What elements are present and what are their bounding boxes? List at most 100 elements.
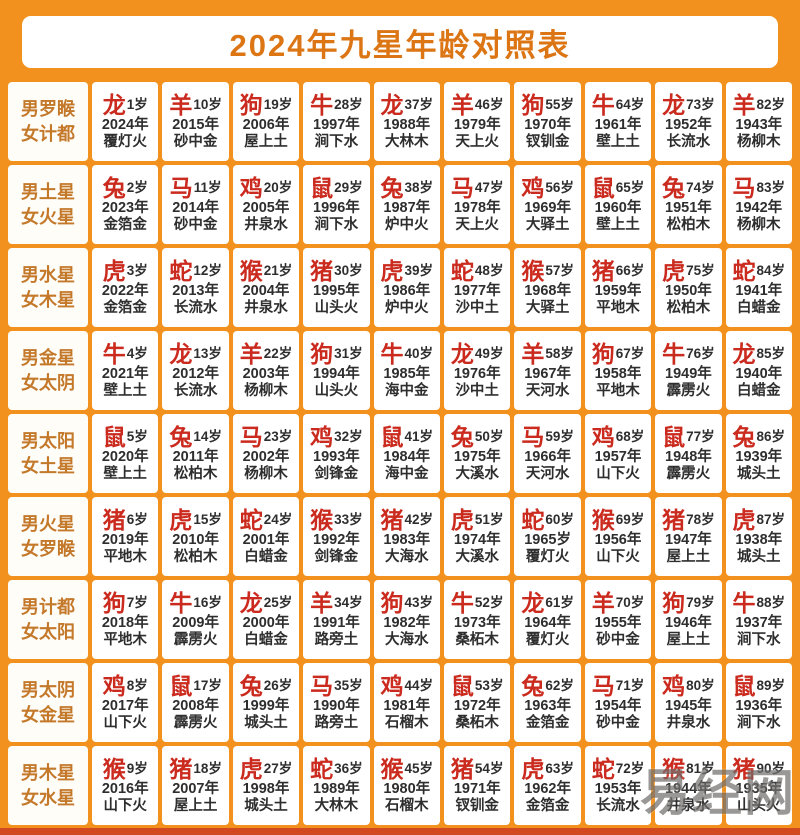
zodiac-animal: 猪 (310, 257, 334, 284)
zodiac-element: 松柏木 (666, 299, 711, 316)
zodiac-animal: 龙 (380, 91, 404, 118)
zodiac-cell-line1: 马 59岁 (521, 424, 574, 448)
zodiac-cell-line1: 猴 69岁 (592, 507, 645, 531)
zodiac-animal: 虎 (239, 755, 263, 782)
zodiac-cell-line1: 兔 2岁 (103, 175, 148, 199)
zodiac-year: 2009年 (172, 614, 219, 631)
zodiac-animal: 猪 (102, 506, 126, 533)
zodiac-cell-line1: 兔 62岁 (521, 673, 574, 697)
row-label-line1: 男计都 (21, 597, 75, 618)
zodiac-cell-line1: 鸡 20岁 (240, 175, 293, 199)
zodiac-animal: 马 (591, 672, 615, 699)
zodiac-element: 砂中金 (596, 714, 640, 731)
zodiac-cell: 狗 79岁 1946年 屋上土 (655, 580, 722, 659)
zodiac-element: 井泉水 (666, 714, 711, 731)
zodiac-cell: 鼠 65岁 1960年 壁上土 (584, 165, 652, 244)
zodiac-year: 1983年 (383, 531, 431, 548)
row-label-line1: 男太阴 (21, 680, 75, 701)
row-label-line1: 男土星 (21, 182, 75, 203)
zodiac-element: 杨柳木 (244, 465, 288, 482)
zodiac-animal: 鸡 (380, 672, 404, 699)
zodiac-element: 海中金 (385, 465, 429, 482)
zodiac-element: 松柏木 (173, 465, 218, 482)
zodiac-year: 1965岁 (524, 531, 571, 548)
zodiac-cell-line1: 牛 28岁 (310, 92, 363, 116)
zodiac-element: 白蜡金 (737, 299, 781, 316)
zodiac-cell: 鼠 53岁 1972年 桑柘木 (444, 663, 511, 742)
zodiac-year: 1969年 (524, 199, 571, 216)
zodiac-age: 16岁 (193, 594, 222, 610)
zodiac-cell: 猴 9岁 2016年 山下火 (92, 746, 159, 825)
zodiac-element: 长流水 (596, 797, 640, 814)
zodiac-cell: 马 71岁 1954年 砂中金 (584, 663, 652, 742)
zodiac-age: 81岁 (686, 760, 715, 776)
row-label: 男金星 女太阴 (8, 331, 88, 410)
zodiac-cell: 蛇 48岁 1977年 沙中土 (444, 248, 511, 327)
zodiac-cell-line1: 龙 49岁 (451, 341, 504, 365)
row-label-line1: 男金星 (21, 348, 75, 369)
zodiac-year: 1950年 (665, 282, 712, 299)
zodiac-element: 大林木 (314, 797, 359, 814)
zodiac-age: 49岁 (474, 345, 504, 361)
zodiac-cell: 龙 73岁 1952年 长流水 (655, 82, 722, 161)
zodiac-cell: 虎 87岁 1938年 城头土 (725, 497, 792, 576)
zodiac-cell-line1: 龙 73岁 (662, 92, 715, 116)
zodiac-cell-line1: 鼠 65岁 (592, 175, 645, 199)
zodiac-cell: 龙 49岁 1976年 沙中土 (444, 331, 511, 410)
zodiac-element: 沙中土 (455, 299, 499, 316)
zodiac-element: 杨柳木 (244, 382, 288, 399)
zodiac-cell: 狗 67岁 1958年 平地木 (584, 331, 652, 410)
zodiac-element: 霹雳火 (666, 465, 711, 482)
zodiac-age: 64岁 (615, 96, 645, 112)
zodiac-year: 1976年 (453, 365, 501, 382)
zodiac-age: 20岁 (263, 179, 293, 195)
zodiac-animal: 鼠 (450, 672, 474, 699)
row-label-line1: 男罗睺 (21, 99, 75, 120)
zodiac-age: 84岁 (756, 262, 786, 278)
zodiac-element: 大海水 (385, 631, 429, 648)
zodiac-element: 涧下水 (737, 631, 781, 648)
zodiac-year: 2005年 (242, 199, 290, 216)
zodiac-element: 城头土 (737, 465, 781, 482)
zodiac-age: 14岁 (193, 428, 222, 444)
zodiac-age: 62岁 (545, 677, 574, 693)
zodiac-cell: 狗 7岁 2018年 平地木 (92, 580, 159, 659)
zodiac-year: 1961年 (594, 116, 642, 133)
zodiac-cell-line1: 蛇 48岁 (451, 258, 504, 282)
zodiac-cell: 马 11岁 2014年 砂中金 (162, 165, 229, 244)
zodiac-year: 1979年 (453, 116, 501, 133)
zodiac-year: 1972年 (453, 697, 501, 714)
zodiac-cell: 猪 42岁 1983年 大海水 (373, 497, 440, 576)
zodiac-age: 90岁 (756, 760, 786, 776)
row-label-line1: 男水星 (21, 265, 75, 286)
zodiac-cell-line1: 兔 50岁 (451, 424, 504, 448)
zodiac-element: 平地木 (596, 382, 640, 399)
zodiac-cell: 猴 33岁 1992年 剑锋金 (303, 497, 370, 576)
zodiac-animal: 虎 (732, 506, 756, 533)
row-label: 男罗睺 女计都 (8, 82, 88, 161)
zodiac-age: 44岁 (404, 677, 434, 693)
zodiac-cell: 牛 88岁 1937年 涧下水 (725, 580, 792, 659)
zodiac-element: 长流水 (173, 382, 218, 399)
zodiac-age: 70岁 (615, 594, 645, 610)
zodiac-animal: 牛 (102, 340, 126, 367)
zodiac-year: 1991年 (313, 614, 360, 631)
zodiac-cell-line1: 虎 39岁 (381, 258, 434, 282)
zodiac-age: 45岁 (404, 760, 434, 776)
zodiac-age: 55岁 (545, 96, 574, 112)
zodiac-year: 1941年 (735, 282, 783, 299)
zodiac-age: 68岁 (615, 428, 645, 444)
zodiac-cell-line1: 羊 70岁 (592, 590, 645, 614)
zodiac-cell: 狗 31岁 1994年 山头火 (303, 331, 370, 410)
zodiac-year: 1982年 (383, 614, 431, 631)
zodiac-element: 长流水 (666, 133, 711, 150)
zodiac-year: 1996年 (313, 199, 360, 216)
zodiac-cell: 鸡 8岁 2017年 山下火 (92, 663, 159, 742)
zodiac-cell-line1: 猪 54岁 (451, 756, 504, 780)
zodiac-animal: 鼠 (732, 672, 756, 699)
zodiac-animal: 虎 (662, 257, 686, 284)
zodiac-cell-line1: 猪 66岁 (592, 258, 645, 282)
zodiac-cell-line1: 兔 38岁 (381, 175, 434, 199)
zodiac-age: 39岁 (404, 262, 434, 278)
zodiac-year: 1958年 (594, 365, 642, 382)
